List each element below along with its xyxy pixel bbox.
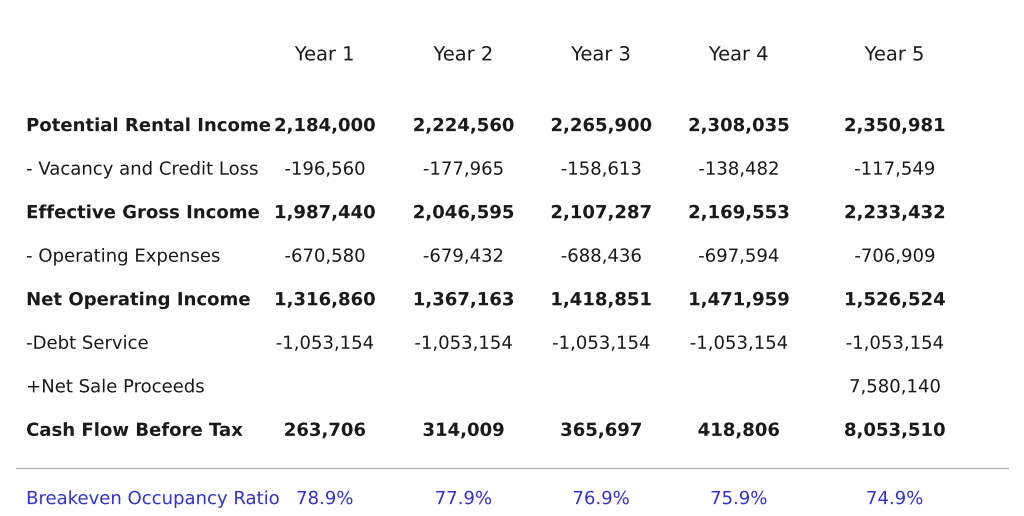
Text: 1,367,163: 1,367,163 <box>413 291 514 309</box>
Text: Year 4: Year 4 <box>709 45 769 64</box>
Text: -1,053,154: -1,053,154 <box>415 335 512 353</box>
Text: Year 3: Year 3 <box>571 45 631 64</box>
Text: -1,053,154: -1,053,154 <box>690 335 787 353</box>
Text: -138,482: -138,482 <box>698 160 779 179</box>
Text: 75.9%: 75.9% <box>710 490 767 508</box>
Text: -670,580: -670,580 <box>285 248 365 266</box>
Text: -1,053,154: -1,053,154 <box>846 335 944 353</box>
Text: 365,697: 365,697 <box>560 422 642 440</box>
Text: +Net Sale Proceeds: +Net Sale Proceeds <box>26 378 205 396</box>
Text: Year 1: Year 1 <box>295 45 354 64</box>
Text: -706,909: -706,909 <box>854 248 935 266</box>
Text: 2,184,000: 2,184,000 <box>274 117 376 135</box>
Text: 2,265,900: 2,265,900 <box>551 117 651 135</box>
Text: 2,046,595: 2,046,595 <box>413 204 514 222</box>
Text: - Vacancy and Credit Loss: - Vacancy and Credit Loss <box>26 160 258 179</box>
Text: 2,308,035: 2,308,035 <box>688 117 790 135</box>
Text: 76.9%: 76.9% <box>572 490 630 508</box>
Text: - Operating Expenses: - Operating Expenses <box>26 248 220 266</box>
Text: 2,224,560: 2,224,560 <box>413 117 514 135</box>
Text: -1,053,154: -1,053,154 <box>552 335 650 353</box>
Text: 1,316,860: 1,316,860 <box>274 291 376 309</box>
Text: 2,350,981: 2,350,981 <box>844 117 945 135</box>
Text: -196,560: -196,560 <box>285 160 365 179</box>
Text: -697,594: -697,594 <box>698 248 779 266</box>
Text: -117,549: -117,549 <box>854 160 935 179</box>
Text: 8,053,510: 8,053,510 <box>844 422 945 440</box>
Text: 314,009: 314,009 <box>423 422 505 440</box>
Text: 2,233,432: 2,233,432 <box>844 204 945 222</box>
Text: -688,436: -688,436 <box>561 248 641 266</box>
Text: 1,526,524: 1,526,524 <box>844 291 945 309</box>
Text: 418,806: 418,806 <box>697 422 780 440</box>
Text: Year 2: Year 2 <box>433 45 494 64</box>
Text: -158,613: -158,613 <box>561 160 641 179</box>
Text: 78.9%: 78.9% <box>296 490 353 508</box>
Text: Effective Gross Income: Effective Gross Income <box>26 204 259 222</box>
Text: 77.9%: 77.9% <box>435 490 493 508</box>
Text: 7,580,140: 7,580,140 <box>849 378 940 396</box>
Text: 1,987,440: 1,987,440 <box>274 204 376 222</box>
Text: 263,706: 263,706 <box>284 422 366 440</box>
Text: Net Operating Income: Net Operating Income <box>26 291 249 309</box>
Text: 74.9%: 74.9% <box>866 490 924 508</box>
Text: Potential Rental Income: Potential Rental Income <box>26 117 269 135</box>
Text: -679,432: -679,432 <box>423 248 504 266</box>
Text: 2,169,553: 2,169,553 <box>688 204 790 222</box>
Text: Cash Flow Before Tax: Cash Flow Before Tax <box>26 422 242 440</box>
Text: Year 5: Year 5 <box>864 45 925 64</box>
Text: Breakeven Occupancy Ratio: Breakeven Occupancy Ratio <box>26 490 280 508</box>
Text: 1,418,851: 1,418,851 <box>550 291 652 309</box>
Text: -Debt Service: -Debt Service <box>26 335 148 353</box>
Text: -177,965: -177,965 <box>423 160 504 179</box>
Text: 2,107,287: 2,107,287 <box>550 204 651 222</box>
Text: 1,471,959: 1,471,959 <box>688 291 790 309</box>
Text: -1,053,154: -1,053,154 <box>275 335 374 353</box>
